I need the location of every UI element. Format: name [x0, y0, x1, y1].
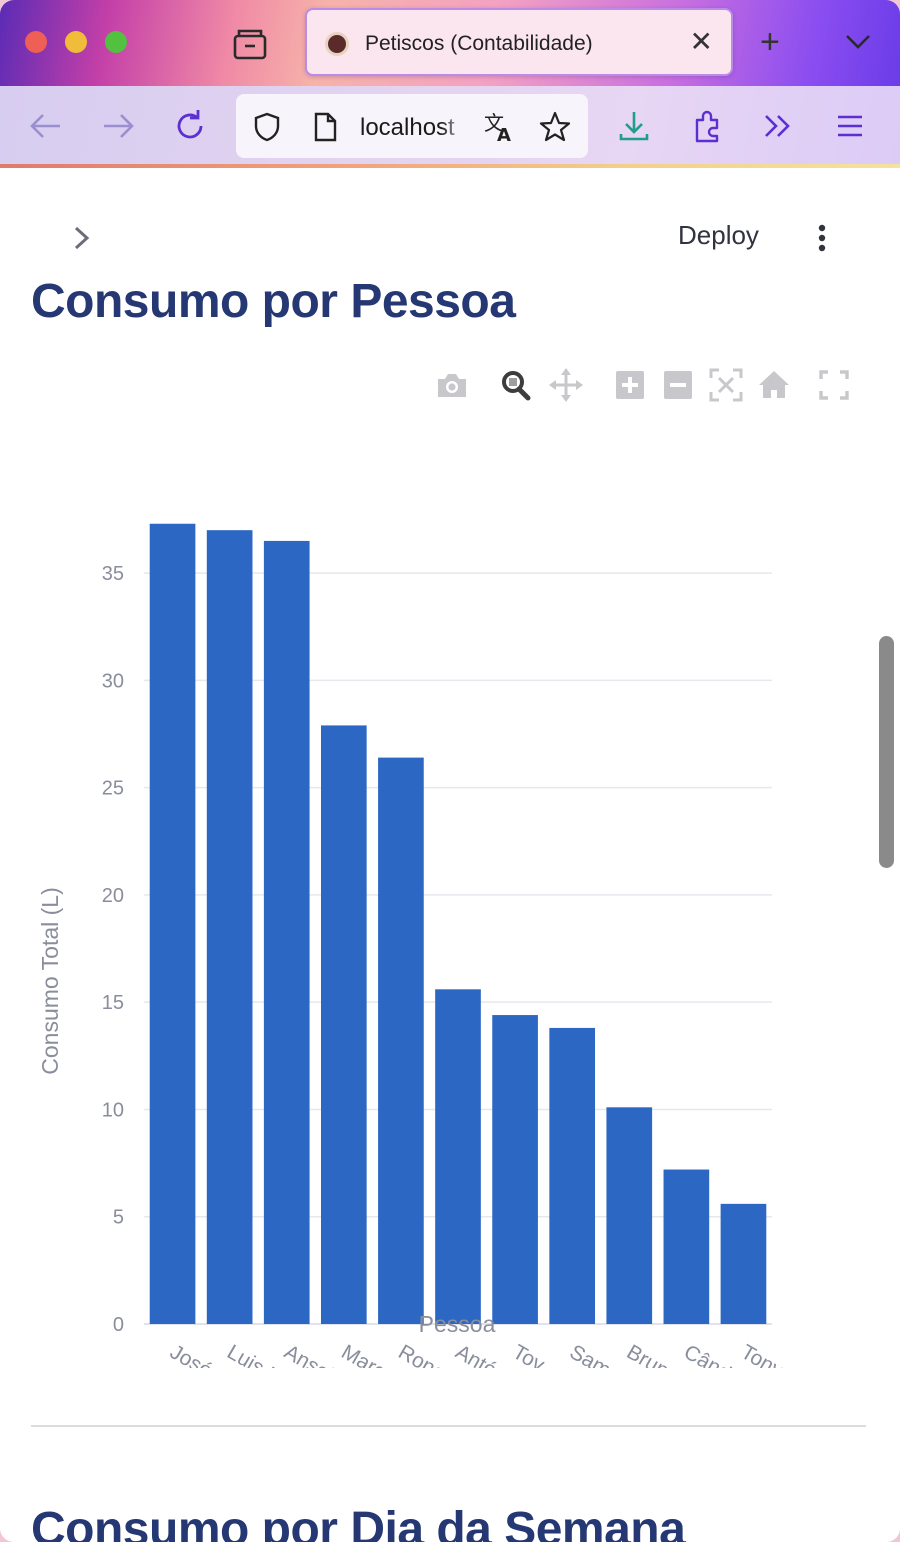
- x-tick-label: Toy: [509, 1340, 549, 1368]
- bar[interactable]: [492, 1015, 538, 1324]
- y-tick-label: 20: [102, 885, 124, 907]
- star-icon[interactable]: [538, 110, 572, 144]
- url-text[interactable]: localhost: [360, 114, 455, 141]
- x-tick-label: Tony Carreira: [737, 1340, 858, 1368]
- zoom-window-button[interactable]: [105, 31, 127, 53]
- new-tab-icon[interactable]: +: [760, 23, 780, 61]
- address-bar[interactable]: localhost 文 A: [236, 94, 588, 158]
- back-arrow-icon[interactable]: [26, 106, 66, 146]
- bar[interactable]: [663, 1169, 710, 1324]
- section-divider: [31, 1425, 866, 1427]
- bar[interactable]: [378, 757, 424, 1324]
- y-tick-label: 35: [102, 563, 124, 585]
- menu-icon[interactable]: [830, 106, 870, 146]
- chevron-down-icon[interactable]: [843, 26, 873, 56]
- bar[interactable]: [149, 523, 196, 1324]
- bar-chart[interactable]: 05101520253035José MourinhoLuis Monteneg…: [0, 468, 900, 1368]
- fullscreen-icon[interactable]: [816, 366, 852, 404]
- zoom-in-icon[interactable]: [612, 366, 648, 404]
- minimize-window-button[interactable]: [65, 31, 87, 53]
- toolbar-accent-line: [0, 164, 900, 168]
- bar[interactable]: [606, 1107, 653, 1324]
- shield-icon[interactable]: [250, 110, 284, 144]
- y-tick-label: 15: [102, 992, 124, 1014]
- y-axis-title: Consumo Total (L): [37, 887, 63, 1075]
- y-tick-label: 0: [113, 1314, 124, 1336]
- section-title-next: Consumo por Dia da Semana: [31, 1503, 686, 1542]
- tabs-icon[interactable]: [232, 26, 268, 60]
- chart-modebar: [434, 366, 864, 406]
- close-tab-icon[interactable]: ✕: [689, 26, 713, 57]
- svg-text:A: A: [497, 125, 511, 144]
- svg-text:文: 文: [484, 111, 504, 135]
- reload-icon[interactable]: [170, 106, 210, 146]
- forward-arrow-icon[interactable]: [98, 106, 138, 146]
- bar[interactable]: [435, 989, 481, 1324]
- chevron-right-icon[interactable]: [66, 220, 98, 256]
- y-tick-label: 25: [102, 778, 124, 800]
- translate-icon[interactable]: 文 A: [482, 110, 516, 144]
- y-tick-label: 10: [102, 1099, 124, 1121]
- camera-icon[interactable]: [434, 366, 470, 404]
- site-favicon-icon: [325, 32, 349, 56]
- tab-title: Petiscos (Contabilidade): [365, 32, 593, 55]
- autoscale-icon[interactable]: [708, 366, 744, 404]
- bar[interactable]: [549, 1027, 596, 1324]
- bar[interactable]: [320, 725, 367, 1324]
- bar[interactable]: [720, 1203, 767, 1324]
- navigation-toolbar: localhost 文 A: [0, 86, 900, 166]
- download-icon[interactable]: [614, 106, 654, 146]
- x-axis-title: Pessoa: [419, 1311, 496, 1337]
- kebab-menu-icon[interactable]: [808, 218, 836, 258]
- tab-strip: Petiscos (Contabilidade) ✕ +: [0, 0, 900, 86]
- pan-icon[interactable]: [548, 366, 584, 404]
- page-icon: [314, 112, 337, 142]
- bar[interactable]: [263, 540, 310, 1324]
- extensions-icon[interactable]: [688, 106, 728, 146]
- home-icon[interactable]: [756, 366, 792, 404]
- bar[interactable]: [206, 530, 253, 1324]
- deploy-button[interactable]: Deploy: [678, 220, 759, 250]
- close-window-button[interactable]: [25, 31, 47, 53]
- y-tick-label: 5: [113, 1207, 124, 1229]
- overflow-icon[interactable]: [758, 106, 798, 146]
- zoom-out-icon[interactable]: [660, 366, 696, 404]
- app-page: Deploy Consumo por Pessoa: [0, 168, 900, 1542]
- y-tick-label: 30: [102, 670, 124, 692]
- zoom-icon[interactable]: [498, 366, 534, 404]
- scrollbar-thumb[interactable]: [879, 636, 894, 868]
- active-tab[interactable]: Petiscos (Contabilidade) ✕: [305, 8, 733, 76]
- section-title: Consumo por Pessoa: [31, 275, 516, 328]
